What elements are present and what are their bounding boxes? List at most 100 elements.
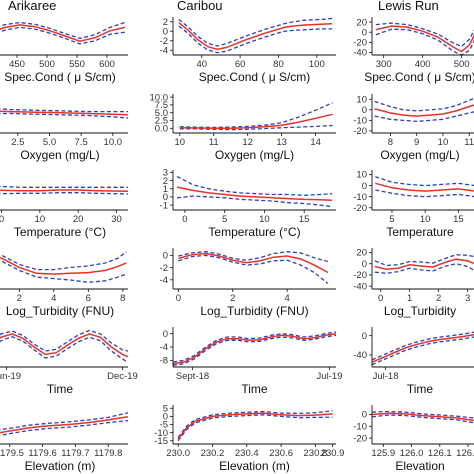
y-tick-label: -10 <box>353 192 367 203</box>
lower-interval-line <box>176 195 333 208</box>
x-tick-label: 1179.6 <box>28 448 56 459</box>
y-tick-label: 3 <box>163 168 168 179</box>
panel-plot-area <box>178 251 329 285</box>
y-tick-label: 2 <box>163 176 168 187</box>
y-tick-label: 20 <box>356 17 367 28</box>
lower-interval-line <box>0 419 128 437</box>
x-tick-label: 7.5 <box>75 137 88 148</box>
x-tick-label: 8 <box>388 137 393 148</box>
x-tick-label: 230.2 <box>201 448 225 459</box>
upper-interval-line <box>372 410 474 419</box>
estimate-line <box>177 412 333 440</box>
upper-interval-line <box>375 176 474 187</box>
upper-interval-line <box>173 331 336 363</box>
y-tick-label: 7.5 <box>155 100 168 111</box>
y-tick-label: 0.0 <box>155 124 168 135</box>
estimate-line <box>178 22 333 51</box>
x-tick-label: 550 <box>69 59 85 70</box>
y-tick-label: 2 <box>163 17 168 28</box>
y-tick-label: 0 <box>362 331 367 342</box>
x-tick-label: 100 <box>309 59 325 70</box>
panel-plot-area <box>0 329 128 363</box>
x-tick-label: 10.0 <box>104 137 123 148</box>
estimate-line <box>0 24 126 42</box>
y-tick-label: 0 <box>362 181 367 192</box>
x-axis-title: Elevation (m) <box>219 459 290 473</box>
column-title-arikaree: Arikaree <box>8 0 56 13</box>
y-tick-label: 0 <box>362 259 367 270</box>
panel-plot-area <box>178 17 333 54</box>
x-axis-title: Oxygen (mg/L) <box>380 148 459 162</box>
upper-interval-line <box>374 97 474 112</box>
y-tick-label: 10 <box>356 94 367 105</box>
panel-plot-area <box>372 331 474 366</box>
estimate-line <box>374 104 474 117</box>
panel-r0-c1: 40 60 80 100 20-2-4 Spec.Cond ( μ S/cm) <box>160 17 336 84</box>
x-tick-label: 2 <box>230 293 235 304</box>
y-tick-label: 0 <box>163 26 168 37</box>
x-tick-label: 600 <box>99 59 115 70</box>
y-tick-label: 10.0 <box>150 92 169 103</box>
x-axis-title: Log_Turbidity (FNU) <box>6 304 114 318</box>
estimate-line <box>0 415 128 434</box>
x-axis-title: Time <box>407 382 434 396</box>
panel-plot-area <box>374 254 474 274</box>
x-axis-title: Spec.Cond ( μ S/cm) <box>4 70 116 84</box>
x-axis-title: Time <box>241 382 268 396</box>
x-axis-title: Time <box>47 382 74 396</box>
y-tick-label: 0 <box>163 412 168 423</box>
x-tick-label: 1179.7 <box>61 448 89 459</box>
y-tick-label: -2 <box>160 36 168 47</box>
x-tick-label: 10 <box>438 137 449 148</box>
x-tick-label: 13 <box>276 137 287 148</box>
upper-interval-line <box>0 108 128 113</box>
panel-plot-area <box>375 176 474 198</box>
x-tick-label: 126.2 <box>456 448 474 459</box>
x-tick-label: 0 <box>0 214 4 225</box>
x-tick-label: 14 <box>310 137 321 148</box>
y-tick-label: -10 <box>353 116 367 127</box>
lower-interval-line <box>177 414 333 442</box>
x-axis-title: Spec.Cond ( μ S/cm) <box>199 70 311 84</box>
y-tick-label: -15 <box>154 436 168 447</box>
column-title-caribou: Caribou <box>177 0 223 13</box>
x-tick-label: 15 <box>453 214 464 225</box>
y-tick-label: 0 <box>362 27 367 38</box>
y-tick-label: 20 <box>356 248 367 259</box>
panel-plot-area <box>375 22 474 56</box>
x-tick-label: 400 <box>415 59 431 70</box>
y-tick-label: -20 <box>353 38 367 49</box>
y-tick-label: 10 <box>356 170 367 181</box>
x-tick-label: 12 <box>242 137 253 148</box>
lower-interval-line <box>0 336 128 363</box>
lower-interval-line <box>0 112 128 119</box>
x-tick-label: 5 <box>222 214 227 225</box>
upper-interval-line <box>0 329 128 352</box>
y-tick-label: -8 <box>160 356 168 367</box>
x-tick-label: 230.8 <box>304 448 328 459</box>
y-tick-label: -2 <box>160 263 168 274</box>
lower-interval-line <box>374 263 474 274</box>
x-tick-label: 4 <box>284 293 289 304</box>
x-tick-label: 10 <box>35 214 46 225</box>
x-tick-label: 126.0 <box>400 448 424 459</box>
column-title-lewis-run: Lewis Run <box>378 0 439 13</box>
x-axis-title: Temperature (°C) <box>208 225 300 239</box>
x-axis-title: Log_Turbidity <box>384 304 456 318</box>
panel-plot-area <box>0 21 126 45</box>
upper-interval-line <box>179 102 333 129</box>
x-tick-label: 5 <box>389 214 394 225</box>
x-tick-label: Jun-19 <box>0 371 21 382</box>
x-axis-title: Elevation (m) <box>25 459 96 473</box>
x-tick-label: 11 <box>464 137 474 148</box>
y-tick-label: -40 <box>353 48 367 59</box>
x-tick-label: 15 <box>299 214 310 225</box>
lower-interval-line <box>375 28 474 56</box>
y-tick-label: 0 <box>362 105 367 116</box>
x-tick-label: 230.0 <box>166 448 190 459</box>
y-tick-label: -40 <box>353 350 367 361</box>
y-tick-label: -20 <box>353 433 367 444</box>
